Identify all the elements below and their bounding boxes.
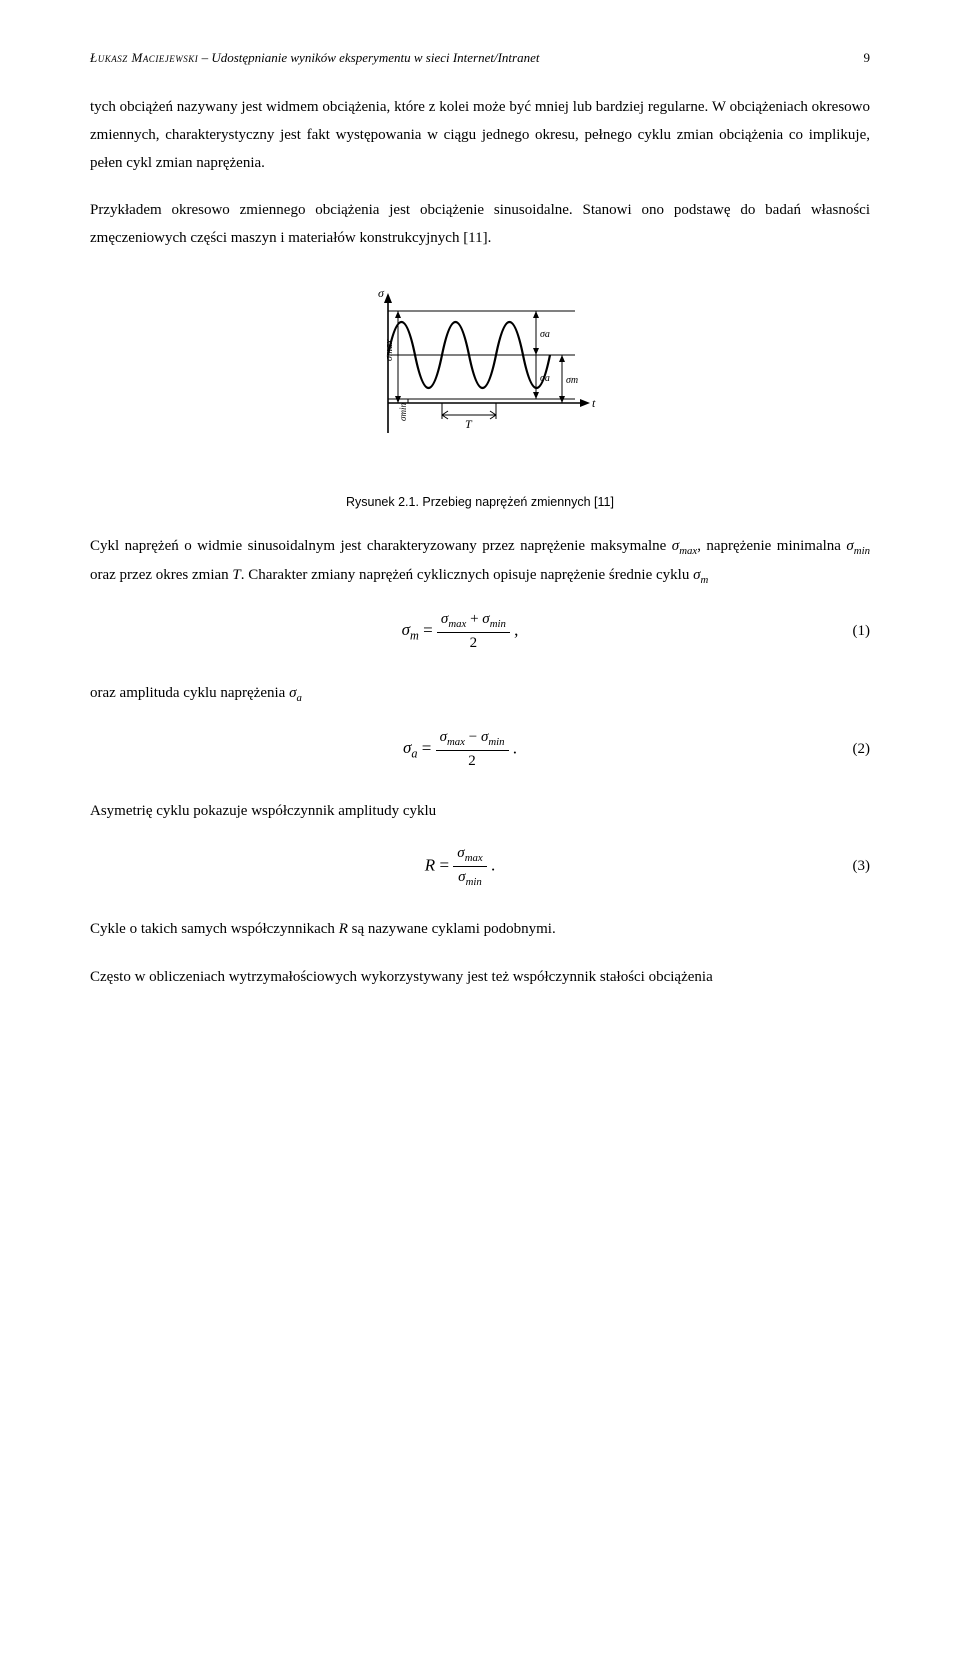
equation-1-body: σm = σmax + σmin 2 , <box>90 611 830 652</box>
period-T: T <box>232 567 240 583</box>
equation-3-body: R = σmax σmin . <box>90 845 830 888</box>
sinusoid-diagram: σ t T σmax σmin σa σa σm <box>350 283 610 458</box>
svg-text:t: t <box>592 396 596 410</box>
equation-3-number: (3) <box>830 858 870 875</box>
equation-2-number: (2) <box>830 741 870 758</box>
svg-text:σm: σm <box>566 375 578 386</box>
figure-2-1: σ t T σmax σmin σa σa σm Rysunek 2.1. Pr… <box>90 283 870 509</box>
figure-caption: Rysunek 2.1. Przebieg naprężeń zmiennych… <box>90 495 870 509</box>
svg-text:σa: σa <box>540 329 550 340</box>
equation-1: σm = σmax + σmin 2 , (1) <box>90 611 870 652</box>
svg-text:σmin: σmin <box>398 402 408 420</box>
R-inline: R <box>339 921 348 937</box>
paragraph-2: Przykładem okresowo zmiennego obciążenia… <box>90 197 870 253</box>
svg-text:σa: σa <box>540 373 550 384</box>
paragraph-1: tych obciążeń nazywany jest widmem obcią… <box>90 94 870 177</box>
equation-2-body: σa = σmax − σmin 2 . <box>90 729 830 770</box>
equation-3: R = σmax σmin . (3) <box>90 845 870 888</box>
svg-text:σmax: σmax <box>384 339 395 361</box>
equation-1-number: (1) <box>830 623 870 640</box>
sigma-min-inline: σmin <box>846 538 870 554</box>
page-number: 9 <box>864 50 871 66</box>
paragraph-7: Często w obliczeniach wytrzymałościowych… <box>90 964 870 992</box>
header-text: Łukasz Maciejewski – Udostępnianie wynik… <box>90 50 540 66</box>
svg-text:σ: σ <box>378 286 385 300</box>
paragraph-6: Cykle o takich samych współczynnikach R … <box>90 916 870 944</box>
header-author: Łukasz Maciejewski <box>90 50 198 65</box>
sigma-m-inline: σm <box>693 567 708 583</box>
header-title-fragment: Udostępnianie wyników eksperymentu w sie… <box>211 50 539 65</box>
paragraph-4: oraz amplituda cyklu naprężenia σa <box>90 680 870 709</box>
sigma-a-inline: σa <box>289 685 302 701</box>
paragraph-5: Asymetrię cyklu pokazuje współczynnik am… <box>90 798 870 826</box>
running-header: Łukasz Maciejewski – Udostępnianie wynik… <box>90 50 870 66</box>
paragraph-3: Cykl naprężeń o widmie sinusoidalnym jes… <box>90 533 870 591</box>
page: Łukasz Maciejewski – Udostępnianie wynik… <box>0 0 960 1052</box>
sigma-max-inline: σmax <box>672 538 697 554</box>
svg-text:T: T <box>465 417 473 431</box>
equation-2: σa = σmax − σmin 2 . (2) <box>90 729 870 770</box>
